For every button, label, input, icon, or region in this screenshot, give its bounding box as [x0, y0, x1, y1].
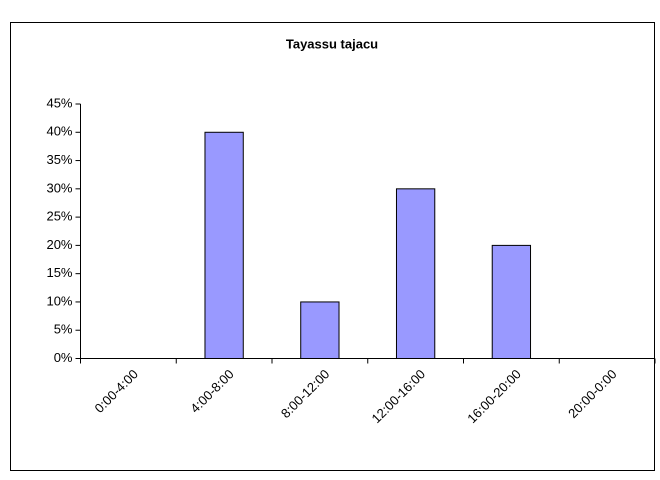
y-tick-label: 45%	[46, 95, 72, 110]
y-tick-label: 30%	[46, 180, 72, 195]
y-tick-label: 35%	[46, 152, 72, 167]
y-tick-label: 10%	[46, 293, 72, 308]
y-tick-label: 20%	[46, 237, 72, 252]
y-tick-label: 15%	[46, 265, 72, 280]
bar	[204, 131, 244, 359]
bar	[491, 244, 532, 359]
chart-border	[10, 22, 655, 471]
y-tick-label: 0%	[54, 350, 73, 365]
chart-title: Tayassu tajacu	[286, 36, 378, 51]
bar	[395, 188, 436, 359]
bar	[300, 301, 340, 360]
y-tick-label: 40%	[46, 124, 72, 139]
y-tick-label: 5%	[54, 322, 73, 337]
y-tick-label: 25%	[46, 209, 72, 224]
